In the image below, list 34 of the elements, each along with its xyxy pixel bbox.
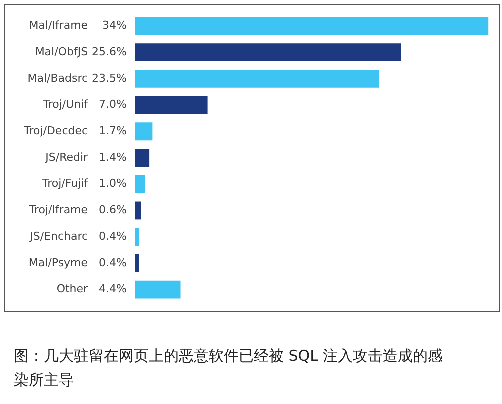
bar [135, 280, 181, 299]
data-label: 7.0% [99, 98, 127, 112]
y-tick-label: Other [56, 282, 89, 296]
bar [135, 228, 140, 246]
text: 图：几大驻留在网页上的恶意软件已经被 SQL 注入攻击造成的感染所主导 [14, 346, 444, 391]
y-tick-label: Troj/Unif [42, 98, 90, 112]
data-label: 0.4% [99, 230, 127, 243]
y-tick-label: JS/Encharc [29, 230, 88, 243]
bar [135, 202, 142, 220]
bar [135, 96, 208, 114]
data-label: 0.4% [99, 256, 127, 270]
y-tick-label: Mal/Iframe [29, 19, 88, 32]
bar [135, 44, 402, 62]
y-tick-label: Troj/Fujif [41, 177, 90, 190]
y-tick-label: Mal/Psyme [28, 256, 88, 270]
data-label: 25.6% [92, 45, 127, 58]
data-label: 4.4% [99, 282, 127, 296]
y-tick-label: Mal/Badsrc [28, 72, 88, 85]
bar [135, 175, 146, 194]
data-label: 1.0% [99, 177, 127, 190]
bar [135, 149, 150, 167]
bar [135, 254, 140, 272]
bar [135, 122, 153, 141]
data-label: 1.7% [99, 124, 127, 138]
y-tick-label: JS/Redir [44, 150, 89, 164]
data-label: 23.5% [92, 72, 127, 85]
y-tick-label: Troj/Decdec [23, 124, 88, 138]
y-tick-label: Mal/ObfJS [35, 45, 88, 58]
data-label: 34% [102, 19, 127, 32]
data-label: 1.4% [99, 150, 127, 164]
bar [135, 17, 489, 36]
bar [135, 70, 380, 88]
y-tick-label: Troj/Iframe [28, 204, 88, 217]
data-label: 0.6% [99, 204, 127, 217]
